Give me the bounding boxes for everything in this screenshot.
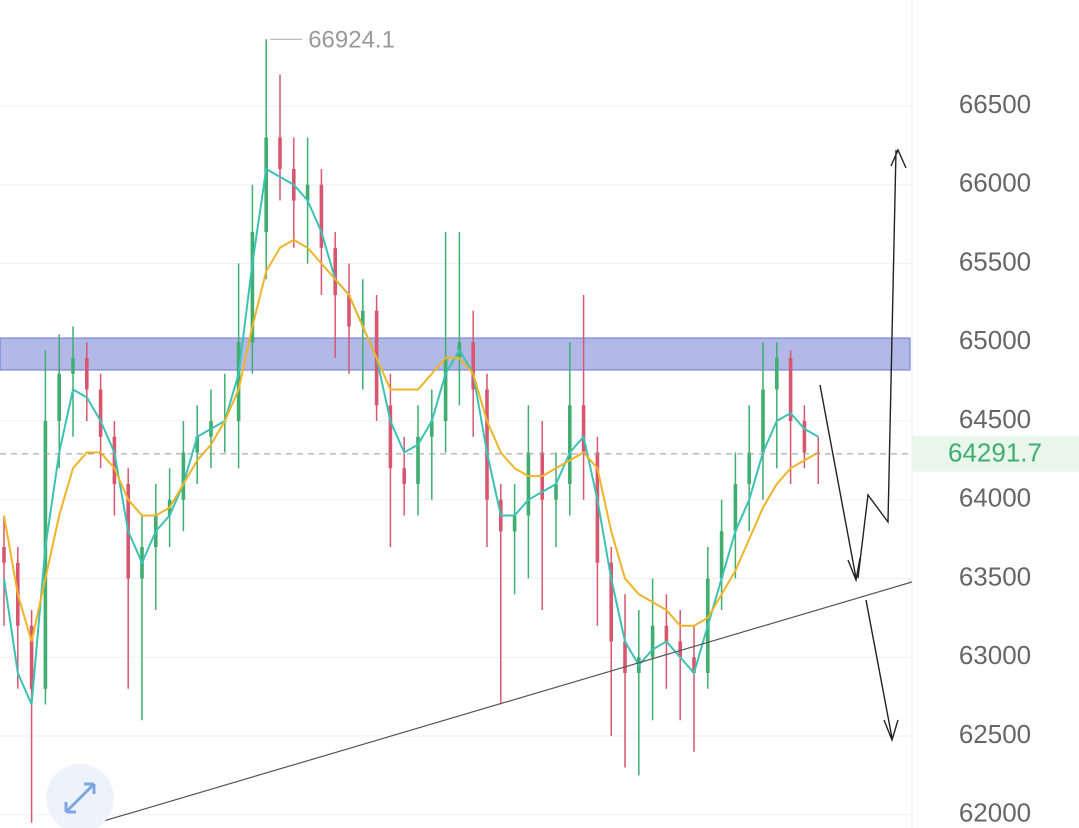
candle-body [485, 389, 489, 500]
candle-body [650, 625, 655, 658]
y-tick-label: 65500 [959, 246, 1031, 276]
y-tick-label: 62000 [959, 798, 1031, 828]
candle-body [692, 657, 696, 674]
trend-line [79, 581, 913, 828]
y-tick-label: 64000 [959, 483, 1031, 513]
candle-body [278, 137, 282, 170]
moving-average-line [3, 167, 819, 705]
candle-body [264, 137, 268, 233]
candle-body [347, 295, 351, 327]
candle-body [29, 625, 34, 689]
max-label: 66924.1 [308, 27, 395, 54]
candle-body [112, 436, 117, 485]
candle-body [443, 358, 448, 422]
candle-body [761, 389, 765, 453]
candle-body [305, 184, 310, 201]
candle-body [595, 452, 600, 563]
y-tick-label: 66000 [959, 168, 1031, 198]
candle-body [57, 373, 61, 422]
moving-averages [3, 167, 819, 705]
arrow-down [819, 384, 861, 583]
candle-body [2, 547, 6, 563]
candle-body [664, 625, 669, 642]
candle-body [775, 358, 779, 390]
candle-body [195, 436, 199, 453]
y-tick-label: 63500 [959, 561, 1031, 591]
candle-body [236, 342, 241, 422]
last-price-box [912, 435, 1079, 472]
moving-average-line [3, 238, 819, 642]
candle-body [678, 641, 682, 658]
last-price-label: 64291.7 [948, 438, 1042, 468]
candle-body [719, 531, 724, 579]
candle-body [788, 358, 793, 422]
candle-body [568, 405, 572, 485]
y-tick-label: 65000 [959, 325, 1031, 355]
y-axis: 62000 62500 63000 63500 64000 64500 65000 65500… [959, 89, 1031, 828]
candle-body [747, 452, 751, 485]
candle-body [361, 310, 365, 327]
y-tick-label: 66500 [959, 89, 1031, 119]
candle-body [609, 562, 613, 642]
arrow-up [857, 148, 907, 579]
candle-body [416, 436, 420, 485]
y-tick-label: 62500 [959, 719, 1031, 749]
candle-body [581, 405, 586, 453]
candle-body [512, 515, 517, 532]
candle-body [471, 342, 475, 390]
resistance-zone [0, 337, 911, 371]
candle-body [430, 421, 434, 437]
candle-body [71, 358, 75, 374]
candle-body [333, 247, 337, 296]
candle-body [554, 484, 558, 500]
y-tick-label: 64500 [959, 404, 1031, 434]
hand-drawn-arrows [819, 148, 907, 743]
candle-body [250, 232, 255, 343]
candle-body [733, 484, 738, 532]
candle-body [98, 389, 103, 437]
y-tick-label: 63000 [959, 640, 1031, 670]
arrow-down [865, 599, 899, 743]
candle-body [802, 421, 807, 453]
candle-body [85, 358, 89, 390]
grid [0, 105, 912, 816]
candle-body [526, 452, 531, 516]
candle-body [623, 641, 627, 674]
candle-body [319, 184, 324, 248]
candle-body [402, 468, 406, 485]
candle-body [181, 452, 186, 500]
candle-body [388, 405, 393, 469]
fullscreen-icon [64, 782, 96, 814]
